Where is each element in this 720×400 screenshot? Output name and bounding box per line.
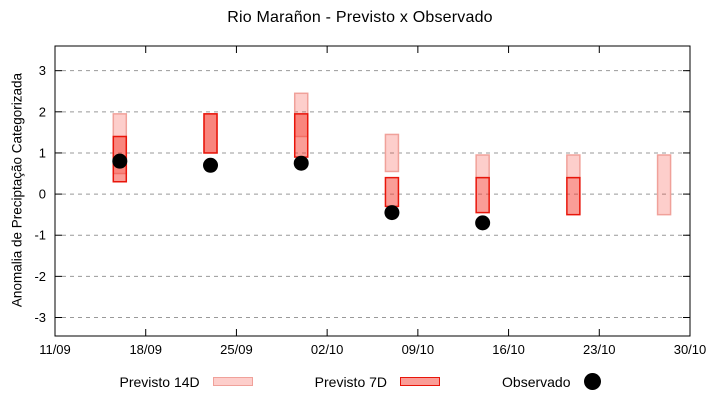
y-tick-label: 1: [39, 145, 46, 160]
legend-label-observado: Observado: [502, 373, 571, 390]
x-tick-label: 02/10: [311, 342, 344, 357]
legend-label-previsto-7d: Previsto 7D: [314, 373, 388, 390]
bar-previsto-14d-21/10: [566, 154, 581, 179]
chart-title: Rio Marañon - Previsto x Observado: [227, 9, 493, 26]
bar-previsto-7d-30/09: [293, 113, 309, 158]
y-tick-label: 3: [39, 63, 46, 78]
legend: Previsto 14D Previsto 7D Observado: [0, 373, 720, 390]
bar-previsto-14d-28/10: [656, 154, 672, 216]
y-tick-label: 2: [39, 104, 46, 119]
dot-observado-30/09: [293, 155, 309, 171]
x-tick-label: 30/10: [674, 342, 707, 357]
bar-previsto-7d-23/09: [203, 113, 218, 154]
legend-item-previsto-14d: Previsto 14D: [120, 374, 253, 390]
legend-swatch-previsto-14d: [212, 377, 253, 386]
dot-observado-23/09: [203, 157, 219, 173]
x-tick-label: 16/10: [492, 342, 525, 357]
legend-label-previsto-14d: Previsto 14D: [119, 373, 200, 390]
plot-border: [54, 45, 691, 337]
legend-swatch-previsto-7d: [400, 377, 441, 386]
bar-previsto-14d-07/10: [384, 133, 400, 173]
dot-observado-07/10: [384, 205, 400, 221]
bar-previsto-7d-14/10: [475, 176, 490, 214]
bar-previsto-7d-07/10: [384, 176, 400, 208]
y-tick-label: 0: [39, 187, 46, 202]
y-tick-label: -1: [34, 228, 46, 243]
legend-item-previsto-7d: Previsto 7D: [314, 373, 441, 390]
x-tick-label: 23/10: [583, 342, 616, 357]
x-tick-label: 09/10: [402, 342, 435, 357]
x-tick-label: 18/09: [129, 342, 162, 357]
x-tick-label: 11/09: [39, 342, 71, 357]
bar-previsto-14d-14/10: [475, 154, 490, 179]
legend-item-observado: Observado: [502, 373, 601, 390]
x-tick-label: 25/09: [220, 342, 253, 357]
y-tick-label: -2: [34, 269, 46, 284]
y-tick-label: -3: [34, 310, 46, 325]
dot-observado-16/09: [112, 153, 128, 169]
legend-dot-observado: [583, 373, 601, 390]
bar-previsto-7d-21/10: [566, 176, 581, 216]
dot-observado-14/10: [475, 215, 491, 231]
